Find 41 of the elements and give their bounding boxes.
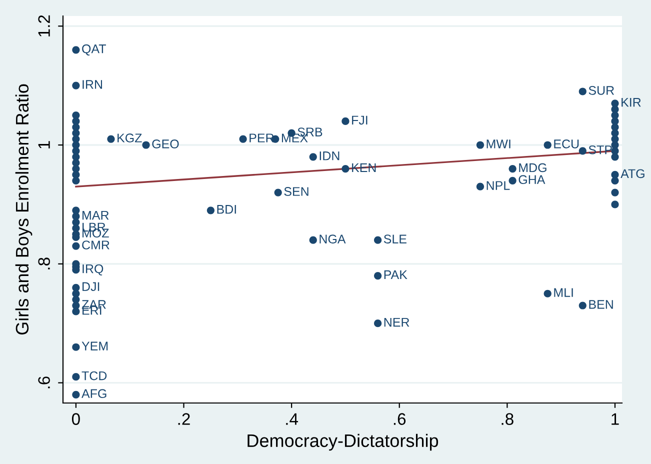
data-label: MAR <box>82 210 109 220</box>
y-tick-label: 1.2 <box>38 15 50 36</box>
data-label: FJI <box>352 116 368 125</box>
y-tick-label: .8 <box>38 258 50 270</box>
x-tick-label: 0 <box>72 413 80 425</box>
y-axis-title: Girls and Boys Enrolment Ratio <box>15 84 32 335</box>
x-tick-label: .4 <box>286 413 298 425</box>
data-label: MLI <box>554 288 573 297</box>
y-tick-label: 1 <box>38 141 50 148</box>
data-label: BDI <box>217 205 236 214</box>
data-label: CMR <box>82 240 110 250</box>
data-label: IDN <box>320 152 340 160</box>
data-label: NER <box>384 318 410 327</box>
data-label: ECU <box>554 140 579 148</box>
data-label: SUR <box>588 86 614 95</box>
x-tick-label: .8 <box>502 413 514 425</box>
y-tick-label: .6 <box>38 376 50 388</box>
data-label: GEO <box>152 140 179 148</box>
data-label: QAT <box>82 44 106 56</box>
data-label: IRN <box>82 80 102 89</box>
data-label: GHA <box>518 175 546 184</box>
data-label: TCD <box>82 371 107 380</box>
x-axis-title: Democracy-Dictatorship <box>248 434 438 451</box>
data-label: SEN <box>284 187 308 196</box>
data-label: NGA <box>320 234 346 244</box>
data-label: AFG <box>82 389 106 398</box>
data-label: KIR <box>622 98 641 107</box>
data-label: NPL <box>486 181 510 190</box>
data-label: IRQ <box>82 264 104 276</box>
x-tick-label: .6 <box>394 413 406 425</box>
x-tick-label: .2 <box>178 413 190 425</box>
data-label: BEN <box>589 300 613 309</box>
data-label: YEM <box>82 342 108 350</box>
data-label: MDG <box>519 163 546 172</box>
data-label: MWI <box>486 140 510 148</box>
data-label: ATG <box>620 169 644 178</box>
data-label: KGZ <box>118 134 142 142</box>
x-tick-label: 1 <box>612 413 619 425</box>
data-label: SLE <box>384 234 406 244</box>
data-label: DJI <box>82 282 100 292</box>
data-label: PAK <box>384 270 408 280</box>
